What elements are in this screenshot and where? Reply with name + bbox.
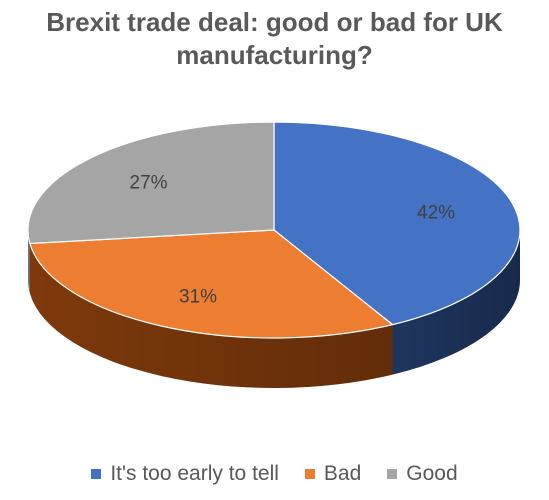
chart-title-line-2: manufacturing? <box>176 40 373 70</box>
legend-swatch <box>304 469 315 479</box>
legend-item-bad: Bad <box>304 462 362 486</box>
chart-title: Brexit trade deal: good or bad for UK ma… <box>0 6 549 72</box>
data-label-bad: 31% <box>179 286 217 307</box>
legend-label: Bad <box>323 462 362 485</box>
slice-bad <box>29 229 394 339</box>
legend-item-good: Good <box>387 462 458 486</box>
chart-legend: It's too early to tell Bad Good <box>0 462 549 486</box>
data-label-too-early: 42% <box>417 203 455 224</box>
legend-label: It's too early to tell <box>110 462 279 485</box>
legend-swatch <box>387 469 398 479</box>
slice-good-side-shade <box>28 230 30 294</box>
chart-title-line-1: Brexit trade deal: good or bad for UK <box>46 7 503 37</box>
slice-too-early <box>273 121 521 326</box>
pie-labels: 42% 31% 27% <box>130 172 456 307</box>
slice-bad-side-shade <box>29 243 393 388</box>
legend-item-too-early: It's too early to tell <box>91 462 279 486</box>
pie-tops <box>27 121 521 339</box>
slice-too-early-side-shade <box>392 230 520 375</box>
legend-swatch <box>91 469 102 479</box>
legend-label: Good <box>406 462 458 485</box>
data-label-good: 27% <box>130 172 168 193</box>
pie-sides <box>28 230 520 388</box>
slice-good <box>27 121 275 245</box>
